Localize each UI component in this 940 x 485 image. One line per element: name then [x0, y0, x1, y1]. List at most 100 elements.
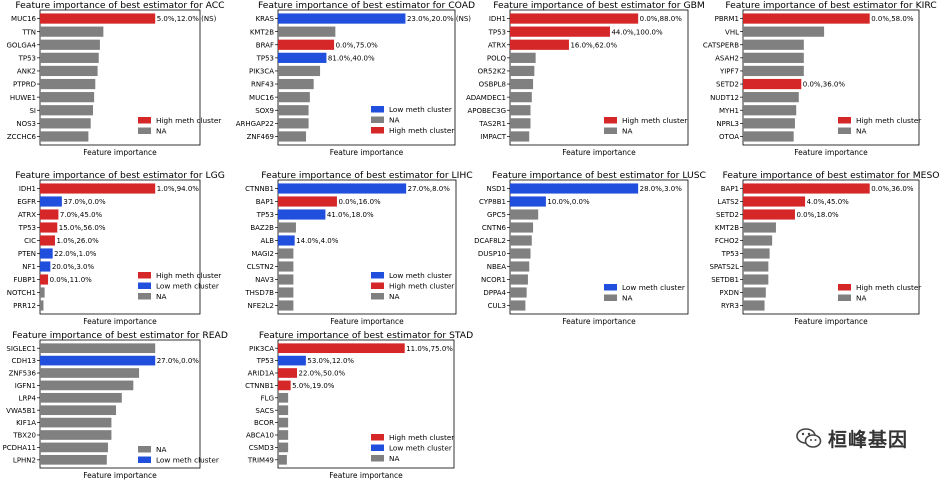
- bar: [278, 92, 310, 103]
- bar-data-label: 23.0%,20.0% (NS): [407, 15, 471, 23]
- y-tick-label: ZCCHC6: [7, 133, 37, 141]
- y-tick-label: MYH1: [719, 107, 739, 115]
- legend-label: Low meth cluster: [156, 456, 219, 465]
- bar-data-label: 0.0%,11.0%: [50, 276, 93, 284]
- bar: [40, 442, 108, 453]
- bar: [278, 248, 294, 259]
- y-tick-label: CYP8B1: [479, 198, 506, 206]
- bar: [510, 65, 535, 77]
- bar-data-label: 41.0%,18.0%: [327, 211, 374, 219]
- bar: [278, 65, 321, 77]
- y-tick-label: NBEA: [487, 263, 506, 271]
- axes-frame: [277, 9, 456, 146]
- y-tick-label: CTNNB1: [245, 185, 274, 193]
- legend-swatch: [838, 294, 851, 301]
- bar: [278, 380, 291, 391]
- legend-label: Low meth cluster: [389, 105, 452, 114]
- chart-panel: Feature importance of best estimator for…: [236, 0, 475, 157]
- legend-label: NA: [389, 116, 399, 125]
- bar: [278, 222, 296, 233]
- legend-label: High meth cluster: [389, 433, 454, 442]
- legend-label: NA: [156, 292, 166, 301]
- x-axis-label: Feature importance: [330, 317, 404, 326]
- bar: [40, 274, 49, 285]
- y-tick-label: NAV3: [255, 276, 274, 284]
- bar: [278, 300, 294, 311]
- bar: [40, 39, 100, 50]
- bar: [743, 287, 766, 298]
- bar: [40, 417, 112, 428]
- x-axis-label: Feature importance: [562, 148, 636, 157]
- y-tick-label: TP53: [18, 54, 36, 62]
- bar: [40, 287, 45, 298]
- y-tick-label: MAGI2: [251, 250, 274, 258]
- y-tick-label: OSBPL8: [479, 81, 506, 89]
- bar-data-label: 0.0%,36.0%: [803, 81, 846, 89]
- legend-swatch: [838, 117, 851, 124]
- bar: [40, 454, 107, 465]
- bar-data-label: 20.0%,3.0%: [52, 263, 95, 271]
- y-tick-label: CUL3: [488, 302, 506, 310]
- chart-panel: Feature importance of best estimator for…: [244, 170, 472, 326]
- y-tick-label: CNTN6: [482, 224, 507, 232]
- bar: [510, 209, 539, 220]
- y-tick-label: TP53: [721, 250, 739, 258]
- legend-swatch: [604, 127, 617, 134]
- y-tick-label: ZNF536: [9, 370, 37, 378]
- bar: [40, 13, 156, 24]
- y-tick-label: PIK3CA: [249, 68, 274, 76]
- legend-label: High meth cluster: [389, 282, 454, 291]
- bar-data-label: 1.0%,94.0%: [157, 185, 200, 193]
- watermark: 桓峰基因: [796, 423, 928, 453]
- axes-frame: [39, 339, 201, 469]
- legend-swatch: [138, 127, 151, 134]
- chart-panel: Feature importance of best estimator for…: [3, 330, 228, 480]
- y-tick-label: CIC: [24, 237, 36, 245]
- legend-swatch: [138, 456, 151, 463]
- bar: [278, 368, 298, 378]
- x-axis-label: Feature importance: [83, 148, 157, 157]
- bar: [40, 78, 96, 90]
- bar: [40, 183, 156, 194]
- bar-data-label: 7.0%,45.0%: [60, 211, 103, 219]
- legend-swatch: [371, 116, 384, 123]
- chart-title: Feature importance of best estimator for…: [722, 170, 939, 181]
- bar: [40, 343, 156, 354]
- chart-title: Feature importance of best estimator for…: [259, 330, 473, 341]
- y-tick-label: IDH1: [489, 15, 506, 23]
- bar-data-label: 81.0%,40.0%: [328, 54, 375, 62]
- bar-data-label: 0.0%,18.0%: [796, 211, 839, 219]
- chart-title: Feature importance of best estimator for…: [261, 170, 472, 181]
- bar: [40, 118, 91, 129]
- legend-swatch: [138, 117, 151, 124]
- bar-data-label: 16.0%,62.0%: [570, 41, 617, 49]
- bar: [743, 39, 804, 50]
- y-tick-label: BAP1: [721, 185, 739, 193]
- y-tick-label: NCOR1: [481, 276, 506, 284]
- legend-swatch: [604, 294, 617, 301]
- y-tick-label: LRP4: [19, 394, 37, 402]
- legend-label: High meth cluster: [856, 116, 921, 125]
- y-tick-label: LPHN2: [13, 456, 36, 464]
- legend-swatch: [138, 272, 151, 279]
- bar-data-label: 44.0%,100.0%: [611, 28, 663, 36]
- y-tick-label: PTPRD: [13, 81, 36, 89]
- x-axis-label: Feature importance: [330, 148, 404, 157]
- chart-title: Feature importance of best estimator for…: [12, 330, 228, 341]
- chart-title: Feature importance of best estimator for…: [258, 0, 475, 11]
- y-tick-label: IMPACT: [480, 133, 506, 141]
- y-tick-label: PIK3CA: [249, 345, 274, 353]
- bar: [510, 131, 530, 142]
- bar: [510, 39, 569, 50]
- bar-data-label: 0.0%,88.0%: [640, 15, 683, 23]
- y-tick-label: ASAH2: [715, 54, 739, 62]
- y-tick-label: PBRM1: [715, 15, 739, 23]
- bar: [510, 235, 532, 246]
- axes-frame: [39, 9, 201, 146]
- bar: [278, 343, 405, 354]
- y-tick-label: SIGLEC1: [6, 345, 36, 353]
- y-tick-label: ARHGAP22: [236, 120, 274, 128]
- bar: [278, 131, 307, 142]
- y-tick-label: FUBP1: [13, 276, 36, 284]
